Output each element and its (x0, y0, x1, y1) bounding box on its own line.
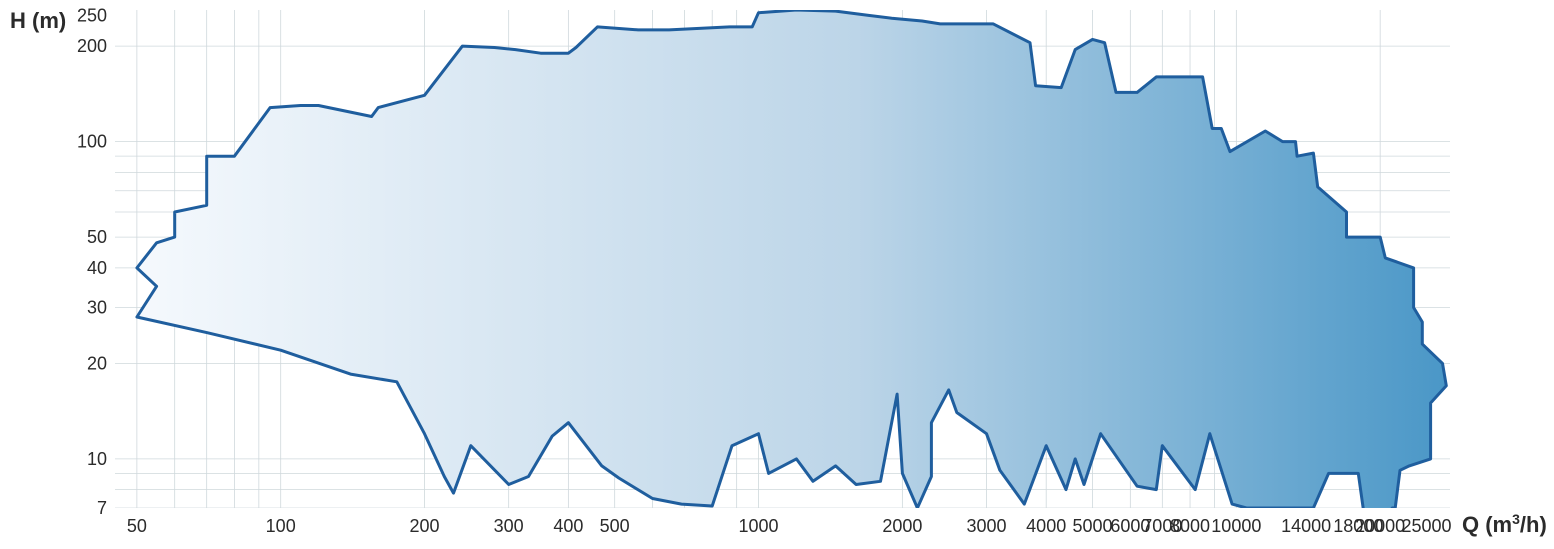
y-tick-label: 40 (87, 258, 107, 278)
x-tick-label: 5000 (1072, 516, 1112, 536)
x-tick-label: 2000 (882, 516, 922, 536)
x-tick-label: 400 (553, 516, 583, 536)
pump-envelope-chart: 5010020030040050010002000300040005000600… (0, 0, 1554, 549)
x-tick-label: 200 (410, 516, 440, 536)
x-tick-label: 4000 (1026, 516, 1066, 536)
chart-svg: 5010020030040050010002000300040005000600… (0, 0, 1554, 549)
x-axis-title: Q (m3/h) (1462, 511, 1547, 537)
y-tick-label: 250 (77, 5, 107, 25)
y-tick-label: 200 (77, 36, 107, 56)
y-tick-label: 100 (77, 132, 107, 152)
x-tick-label: 100 (266, 516, 296, 536)
y-tick-label: 10 (87, 449, 107, 469)
x-tick-label: 1000 (738, 516, 778, 536)
x-tick-label: 3000 (966, 516, 1006, 536)
y-tick-label: 30 (87, 298, 107, 318)
y-axis-title: H (m) (10, 8, 66, 33)
y-tick-label: 50 (87, 227, 107, 247)
x-tick-label: 25000 (1401, 516, 1451, 536)
x-tick-label: 300 (494, 516, 524, 536)
x-tick-label: 14000 (1281, 516, 1331, 536)
x-tick-label: 50 (127, 516, 147, 536)
x-tick-label: 10000 (1211, 516, 1261, 536)
x-tick-label: 500 (600, 516, 630, 536)
y-tick-label: 7 (97, 498, 107, 518)
x-tick-label: 20000 (1355, 516, 1405, 536)
x-tick-label: 8000 (1170, 516, 1210, 536)
y-tick-label: 20 (87, 353, 107, 373)
